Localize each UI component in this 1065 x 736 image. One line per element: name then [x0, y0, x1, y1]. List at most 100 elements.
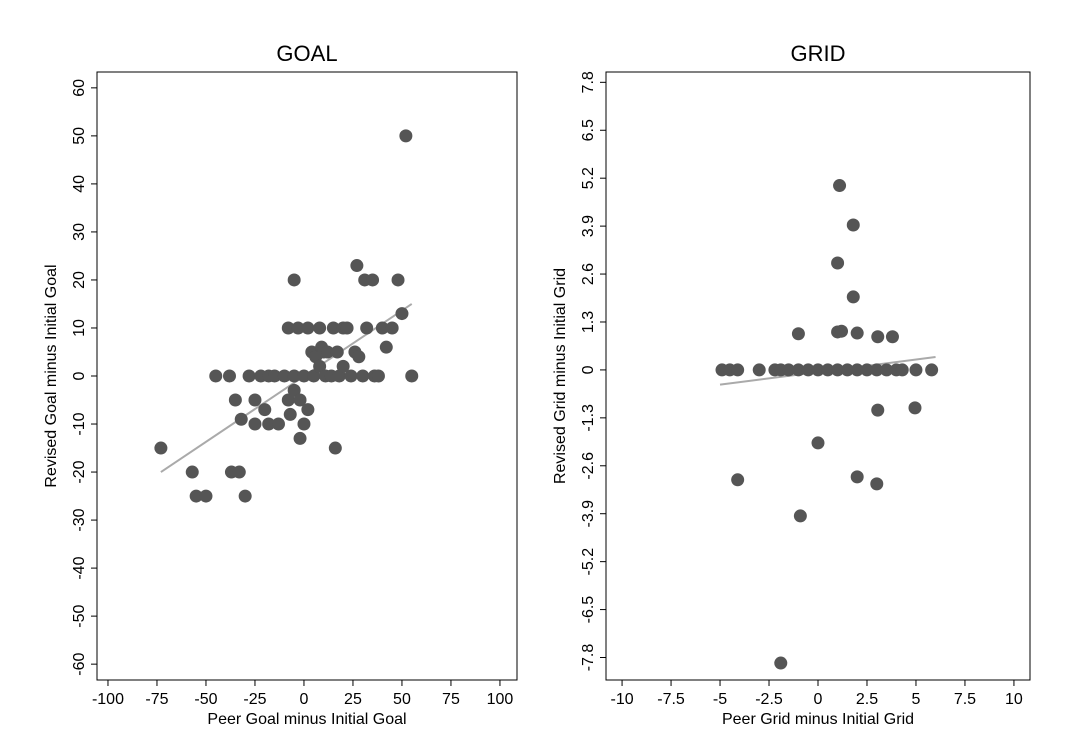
point — [791, 327, 805, 341]
y-tick-label: -7.8 — [580, 644, 597, 672]
point — [870, 363, 884, 377]
point — [793, 509, 807, 523]
point — [908, 401, 922, 415]
point — [222, 369, 236, 383]
y-tick-label: 0 — [580, 365, 597, 374]
x-tick-label: 7.5 — [954, 691, 976, 708]
x-tick-label: 5 — [912, 691, 921, 708]
x-tick-label: 0 — [300, 691, 309, 708]
point — [791, 363, 805, 377]
y-tick-label: 50 — [71, 127, 88, 145]
point — [287, 273, 301, 287]
y-tick-label: 0 — [71, 371, 88, 380]
point — [350, 259, 364, 273]
point — [313, 321, 327, 335]
point — [379, 340, 393, 354]
x-axis-title: Peer Grid minus Initial Grid — [722, 711, 914, 728]
point — [871, 330, 885, 344]
point — [234, 412, 248, 426]
point — [375, 321, 389, 335]
point — [850, 363, 864, 377]
point — [352, 350, 366, 364]
point — [871, 403, 885, 417]
y-tick-label: 1.3 — [580, 311, 597, 333]
y-axis-title: Revised Grid minus Initial Grid — [552, 268, 569, 484]
point — [774, 656, 788, 670]
point — [248, 393, 262, 407]
y-tick-label: -30 — [71, 508, 88, 531]
point — [320, 345, 334, 359]
y-tick-label: 5.2 — [580, 167, 597, 189]
x-tick-label: 75 — [442, 691, 460, 708]
point — [283, 407, 297, 421]
point — [831, 256, 845, 270]
point — [185, 465, 199, 479]
point — [835, 324, 849, 338]
point — [301, 321, 315, 335]
point — [313, 359, 327, 373]
y-tick-label: 60 — [71, 79, 88, 97]
y-tick-label: -60 — [71, 652, 88, 675]
point — [277, 369, 291, 383]
point — [860, 363, 874, 377]
point — [291, 321, 305, 335]
point — [281, 393, 295, 407]
point — [328, 441, 342, 455]
x-tick-label: -100 — [92, 691, 124, 708]
point — [287, 383, 301, 397]
point — [870, 477, 884, 491]
x-tick-label: 0 — [814, 691, 823, 708]
point — [925, 363, 939, 377]
point — [344, 369, 358, 383]
y-tick-label: -1.3 — [580, 404, 597, 432]
x-tick-label: 50 — [393, 691, 411, 708]
chart-title: GRID — [791, 41, 846, 66]
point — [293, 431, 307, 445]
point — [228, 393, 242, 407]
x-tick-label: 100 — [487, 691, 514, 708]
x-tick-label: -5 — [713, 691, 727, 708]
y-tick-label: -6.5 — [580, 596, 597, 624]
y-tick-label: 7.8 — [580, 71, 597, 93]
point — [846, 218, 860, 232]
point — [199, 489, 213, 503]
y-tick-label: -2.6 — [580, 452, 597, 480]
point — [731, 363, 745, 377]
point — [366, 273, 380, 287]
chart-title: GOAL — [276, 41, 337, 66]
point — [833, 179, 847, 193]
point — [209, 369, 223, 383]
point — [731, 473, 745, 487]
x-tick-label: -7.5 — [657, 691, 685, 708]
y-tick-label: 40 — [71, 175, 88, 193]
point — [238, 489, 252, 503]
point — [293, 393, 307, 407]
point — [782, 363, 796, 377]
point — [821, 363, 835, 377]
point — [801, 363, 815, 377]
point — [307, 369, 321, 383]
point — [885, 330, 899, 344]
x-tick-label: -75 — [145, 691, 168, 708]
point — [301, 403, 315, 417]
point — [326, 321, 340, 335]
x-tick-label: 10 — [1005, 691, 1023, 708]
point — [395, 307, 409, 321]
x-tick-label: -10 — [611, 691, 634, 708]
point — [405, 369, 419, 383]
point — [340, 321, 354, 335]
point — [831, 363, 845, 377]
point — [840, 363, 854, 377]
point — [262, 417, 276, 431]
y-tick-label: 3.9 — [580, 215, 597, 237]
point — [271, 417, 285, 431]
point — [385, 321, 399, 335]
point — [880, 363, 894, 377]
point — [850, 326, 864, 340]
y-axis-title: Revised Goal minus Initial Goal — [43, 264, 60, 487]
x-tick-label: -50 — [194, 691, 217, 708]
point — [811, 363, 825, 377]
y-tick-label: -3.9 — [580, 500, 597, 528]
